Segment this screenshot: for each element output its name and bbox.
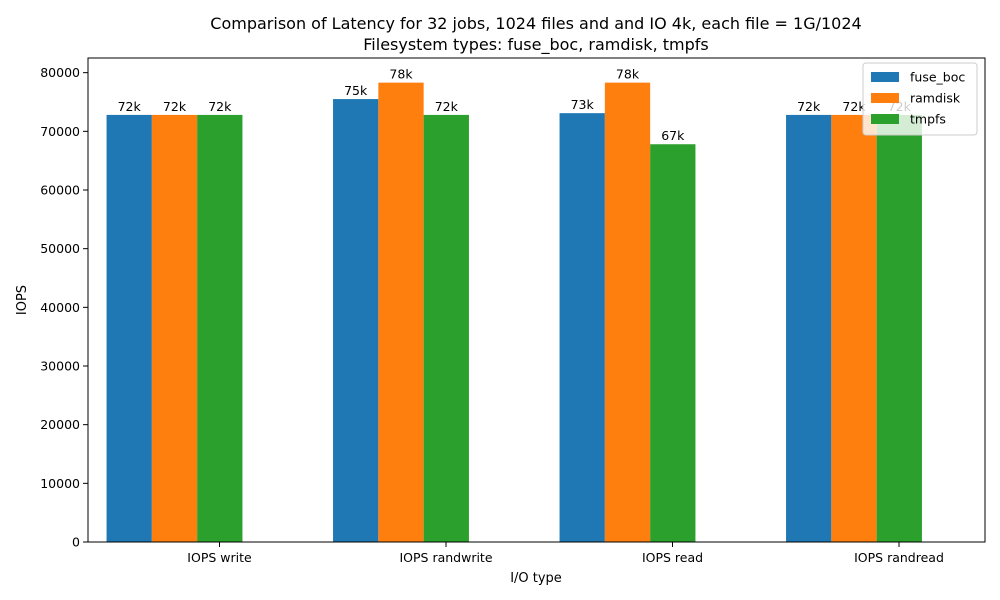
bars-layer [106,82,922,543]
legend-label-ramdisk: ramdisk [910,91,961,106]
bar-ramdisk-2 [604,82,651,542]
data-labels-layer: 72k72k72k75k78k72k73k78k67k72k72k72k [118,67,912,144]
bar-ramdisk-0 [151,114,198,542]
bar-tmpfs-2 [650,144,696,543]
legend-label-fuse_boc: fuse_boc [910,70,965,85]
y-tick-label: 0 [72,535,80,550]
bar-tmpfs-1 [423,114,469,542]
data-label-ramdisk-1: 78k [389,67,413,82]
y-tick-label: 30000 [40,359,80,374]
legend-swatch-ramdisk [871,93,899,103]
bar-ramdisk-1 [378,82,424,542]
data-label-fuse_boc-3: 72k [797,99,821,114]
data-label-fuse_boc-0: 72k [118,99,142,114]
x-tick-label: IOPS randread [854,550,944,565]
x-tick-label: IOPS read [642,550,703,565]
chart-title-line2: Filesystem types: fuse_boc, ramdisk, tmp… [363,35,708,55]
bar-fuse_boc-3 [786,114,832,542]
y-tick-label: 60000 [40,183,80,198]
y-tick-label: 40000 [40,300,80,315]
y-axis-label: IOPS [15,285,30,315]
bar-tmpfs-0 [197,114,243,542]
y-tick-label: 20000 [40,417,80,432]
data-label-ramdisk-2: 78k [616,67,640,82]
y-tick-label: 50000 [40,241,80,256]
chart-title-line1: Comparison of Latency for 32 jobs, 1024 … [210,14,861,33]
data-label-ramdisk-3: 72k [842,99,866,114]
legend-swatch-tmpfs [871,114,899,124]
data-label-ramdisk-0: 72k [163,99,187,114]
data-label-fuse_boc-1: 75k [344,83,368,98]
bar-tmpfs-3 [876,114,922,542]
y-tick-label: 70000 [40,124,80,139]
data-label-fuse_boc-2: 73k [571,97,595,112]
plot-frame [87,57,986,543]
data-label-tmpfs-2: 67k [661,128,685,143]
bar-fuse_boc-0 [106,114,152,542]
bar-fuse_boc-1 [333,99,379,542]
axes-layer: IOPS write IOPS randwrite IOPS read IOPS ra… [40,57,986,565]
x-tick-label: IOPS randwrite [399,550,492,565]
legend-label-tmpfs: tmpfs [910,112,946,127]
y-tick-label: 10000 [40,476,80,491]
bar-ramdisk-3 [831,114,877,542]
data-label-tmpfs-1: 72k [435,99,459,114]
data-label-tmpfs-0: 72k [208,99,232,114]
x-axis-label: I/O type [510,571,562,586]
bar-fuse_boc-2 [559,113,605,543]
y-tick-label: 80000 [40,65,80,80]
x-tick-label: IOPS write [187,550,252,565]
legend-swatch-fuse_boc [871,72,899,82]
